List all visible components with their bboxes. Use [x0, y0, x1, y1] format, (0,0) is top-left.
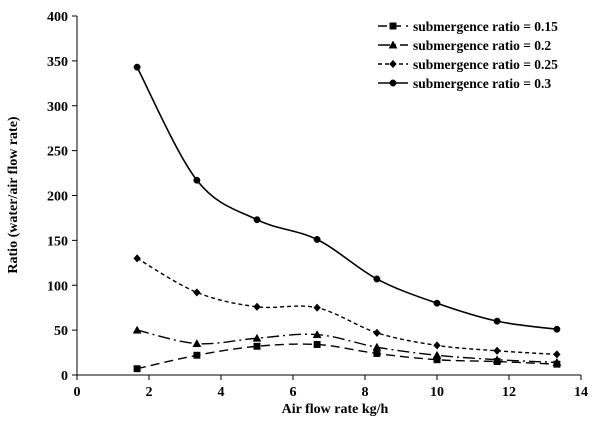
data-point	[133, 365, 141, 373]
legend-marker	[389, 59, 397, 69]
data-point	[313, 236, 321, 243]
data-point	[492, 355, 502, 364]
legend-marker	[389, 79, 397, 87]
data-point	[193, 288, 201, 297]
data-point	[373, 350, 381, 357]
data-point	[432, 350, 442, 359]
x-axis-title: Air flow rate kg/h	[282, 402, 389, 417]
data-point	[253, 342, 261, 350]
data-point	[192, 339, 202, 348]
y-tick-label: 50	[54, 324, 68, 339]
series-line	[136, 329, 557, 364]
axes	[72, 15, 582, 380]
data-point	[312, 330, 322, 339]
series-line	[136, 343, 557, 370]
x-tick-label: 10	[430, 385, 444, 400]
x-tick-label: 2	[146, 385, 153, 400]
series-layer	[132, 63, 562, 373]
data-point	[132, 325, 142, 334]
data-point	[433, 299, 441, 307]
legend-label: submergence ratio = 0.2	[413, 38, 551, 53]
x-tick-label: 4	[218, 385, 225, 400]
legend-marker	[389, 22, 397, 30]
data-point	[313, 341, 321, 348]
legend-item: submergence ratio = 0.3	[378, 76, 551, 91]
y-tick-label: 350	[47, 55, 68, 70]
data-point	[553, 325, 561, 333]
series-line	[136, 66, 558, 330]
legend-item: submergence ratio = 0.25	[378, 57, 558, 72]
data-point	[193, 351, 201, 359]
data-point	[493, 317, 501, 325]
data-point	[253, 216, 261, 224]
series-line	[136, 257, 557, 356]
legend-marker	[388, 40, 398, 49]
x-tick-label: 12	[502, 385, 516, 400]
y-tick-label: 400	[47, 10, 68, 25]
legend-label: submergence ratio = 0.15	[413, 19, 558, 34]
series-2	[132, 325, 562, 366]
data-point	[552, 357, 562, 366]
data-point	[193, 176, 201, 184]
data-point	[372, 342, 382, 351]
x-tick-label: 8	[362, 385, 369, 400]
series-3	[133, 254, 561, 359]
data-point	[253, 302, 261, 311]
y-tick-label: 300	[47, 100, 68, 115]
y-tick-label: 250	[47, 145, 68, 160]
legend-label: submergence ratio = 0.3	[413, 76, 551, 91]
data-point	[433, 341, 441, 350]
y-tick-label: 150	[47, 234, 68, 249]
x-tick-label: 6	[290, 385, 297, 400]
data-point	[373, 328, 381, 337]
x-tick-label: 14	[574, 385, 588, 400]
legend-item: submergence ratio = 0.15	[378, 19, 558, 34]
data-point	[252, 333, 262, 342]
y-tick-label: 200	[47, 190, 68, 205]
data-point	[313, 303, 321, 312]
data-point	[373, 275, 381, 283]
y-tick-label: 0	[61, 369, 68, 384]
x-tick-label: 0	[74, 385, 81, 400]
data-point	[133, 254, 141, 263]
data-point	[553, 350, 561, 359]
data-point	[133, 63, 141, 71]
y-tick-label: 100	[47, 279, 68, 294]
legend-item: submergence ratio = 0.2	[378, 38, 551, 53]
y-axis-title: Ratio (water/air flow rate)	[6, 116, 21, 274]
legend: submergence ratio = 0.15 submergence rati…	[378, 19, 558, 91]
series-4	[133, 63, 561, 333]
legend-label: submergence ratio = 0.25	[413, 57, 558, 72]
data-point	[493, 346, 501, 355]
tick-labels: 0 50 100 150 200 250 300 350 400 0 2 4 6 8 10 12 14	[47, 10, 588, 400]
